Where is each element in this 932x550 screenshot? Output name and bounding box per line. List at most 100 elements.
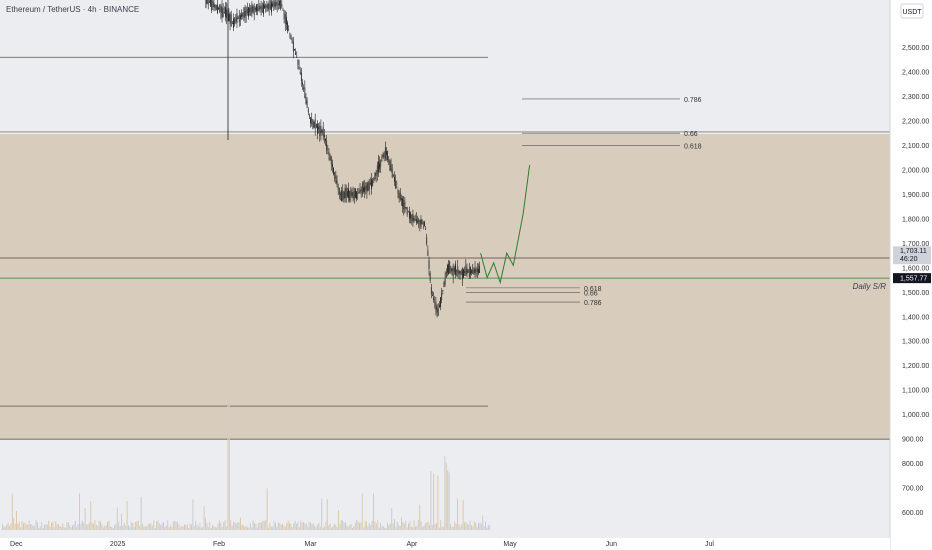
volume-bar	[70, 527, 72, 530]
candle-body	[228, 13, 230, 22]
candle-body	[273, 1, 275, 7]
volume-bar	[262, 520, 264, 530]
volume-bar	[63, 527, 65, 530]
volume-bar	[119, 526, 121, 530]
volume-bar	[53, 527, 55, 530]
time-axis[interactable]: Dec 2025 Feb Mar Apr May Jun Jul	[0, 538, 890, 550]
candle-body	[238, 14, 240, 23]
candle-body	[375, 172, 377, 176]
candle-body	[281, 4, 283, 7]
candle-body	[452, 265, 454, 277]
candle-body	[290, 35, 292, 39]
volume-bar	[41, 522, 43, 530]
volume-bar	[20, 527, 22, 530]
current-price-tag	[893, 246, 931, 265]
volume-bar	[364, 521, 366, 530]
volume-bar	[44, 524, 45, 530]
countdown-label: 46:20	[900, 256, 918, 263]
candle-body	[261, 5, 263, 12]
candle-body	[332, 164, 333, 168]
volume-bar	[178, 524, 180, 530]
candle-body	[367, 182, 369, 191]
candle-body	[418, 219, 420, 223]
candle-body	[432, 294, 433, 296]
candle-body	[395, 180, 397, 189]
candle-body	[407, 211, 409, 213]
volume-bar	[151, 525, 153, 530]
volume-bar	[27, 524, 29, 530]
candle-body	[299, 71, 301, 75]
candle-body	[313, 122, 315, 128]
volume-bar	[279, 523, 281, 530]
candle-body	[241, 14, 242, 17]
candle-body	[441, 293, 443, 300]
candle-body	[396, 186, 398, 188]
y-tick-label: 1,300.00	[902, 339, 929, 346]
volume-bar	[377, 520, 379, 530]
candle-body	[237, 17, 239, 20]
volume-bar	[16, 511, 17, 530]
volume-bar	[231, 525, 233, 530]
volume-bar	[457, 498, 458, 530]
candle-body	[315, 123, 317, 128]
candle-body	[353, 191, 355, 200]
volume-bar	[280, 524, 282, 530]
volume-bar	[328, 525, 330, 530]
candle-body	[338, 188, 340, 194]
volume-bar	[115, 524, 117, 530]
volume-bar	[336, 526, 338, 530]
volume-bar	[450, 524, 451, 530]
volume-bar	[321, 498, 323, 530]
volume-bar	[217, 523, 219, 530]
volume-bar	[160, 525, 162, 530]
candle-body	[282, 9, 284, 11]
candle-body	[212, 0, 214, 8]
volume-bar	[139, 526, 141, 530]
x-tick-label: Jul	[705, 541, 714, 548]
candle-body	[479, 265, 481, 273]
volume-bar	[475, 522, 477, 530]
candle-body	[340, 193, 341, 196]
volume-bar	[409, 521, 411, 530]
volume-bar	[116, 507, 118, 530]
volume-bar	[429, 524, 430, 530]
volume-bar	[241, 524, 243, 530]
volume-bar	[375, 523, 377, 530]
candle-body	[292, 41, 294, 52]
currency-button[interactable]: USDT	[900, 3, 924, 19]
volume-bar	[130, 522, 132, 530]
candle-body	[249, 7, 251, 13]
candle-body	[206, 0, 208, 5]
volume-bar	[445, 462, 447, 530]
candle-body	[349, 190, 351, 201]
time-axis-bg	[0, 538, 890, 550]
volume-bar	[224, 520, 226, 530]
y-tick-label: 1,000.00	[902, 412, 929, 419]
candle-body	[323, 135, 325, 138]
candle-body	[211, 0, 213, 11]
volume-bar	[226, 526, 227, 530]
candle-body	[328, 151, 330, 156]
y-tick-label: 1,400.00	[902, 314, 929, 321]
candle-body	[436, 306, 438, 313]
candle-body	[320, 125, 322, 134]
candle-body	[217, 4, 218, 14]
candle-body	[387, 150, 389, 161]
candle-body	[207, 0, 209, 5]
y-tick-label: 600.00	[902, 510, 924, 517]
volume-bar	[391, 508, 393, 530]
volume-bar	[199, 523, 201, 530]
candle-body	[373, 178, 375, 181]
candle-body	[222, 8, 224, 18]
volume-bar	[259, 522, 261, 530]
volume-bar	[69, 525, 71, 530]
candle-body	[384, 147, 386, 159]
candle-body	[243, 7, 245, 19]
volume-bar	[32, 526, 34, 530]
candle-body	[414, 219, 416, 221]
candle-body	[475, 269, 477, 274]
volume-bar	[230, 520, 232, 530]
volume-bar	[310, 522, 311, 530]
volume-bar	[402, 522, 404, 530]
